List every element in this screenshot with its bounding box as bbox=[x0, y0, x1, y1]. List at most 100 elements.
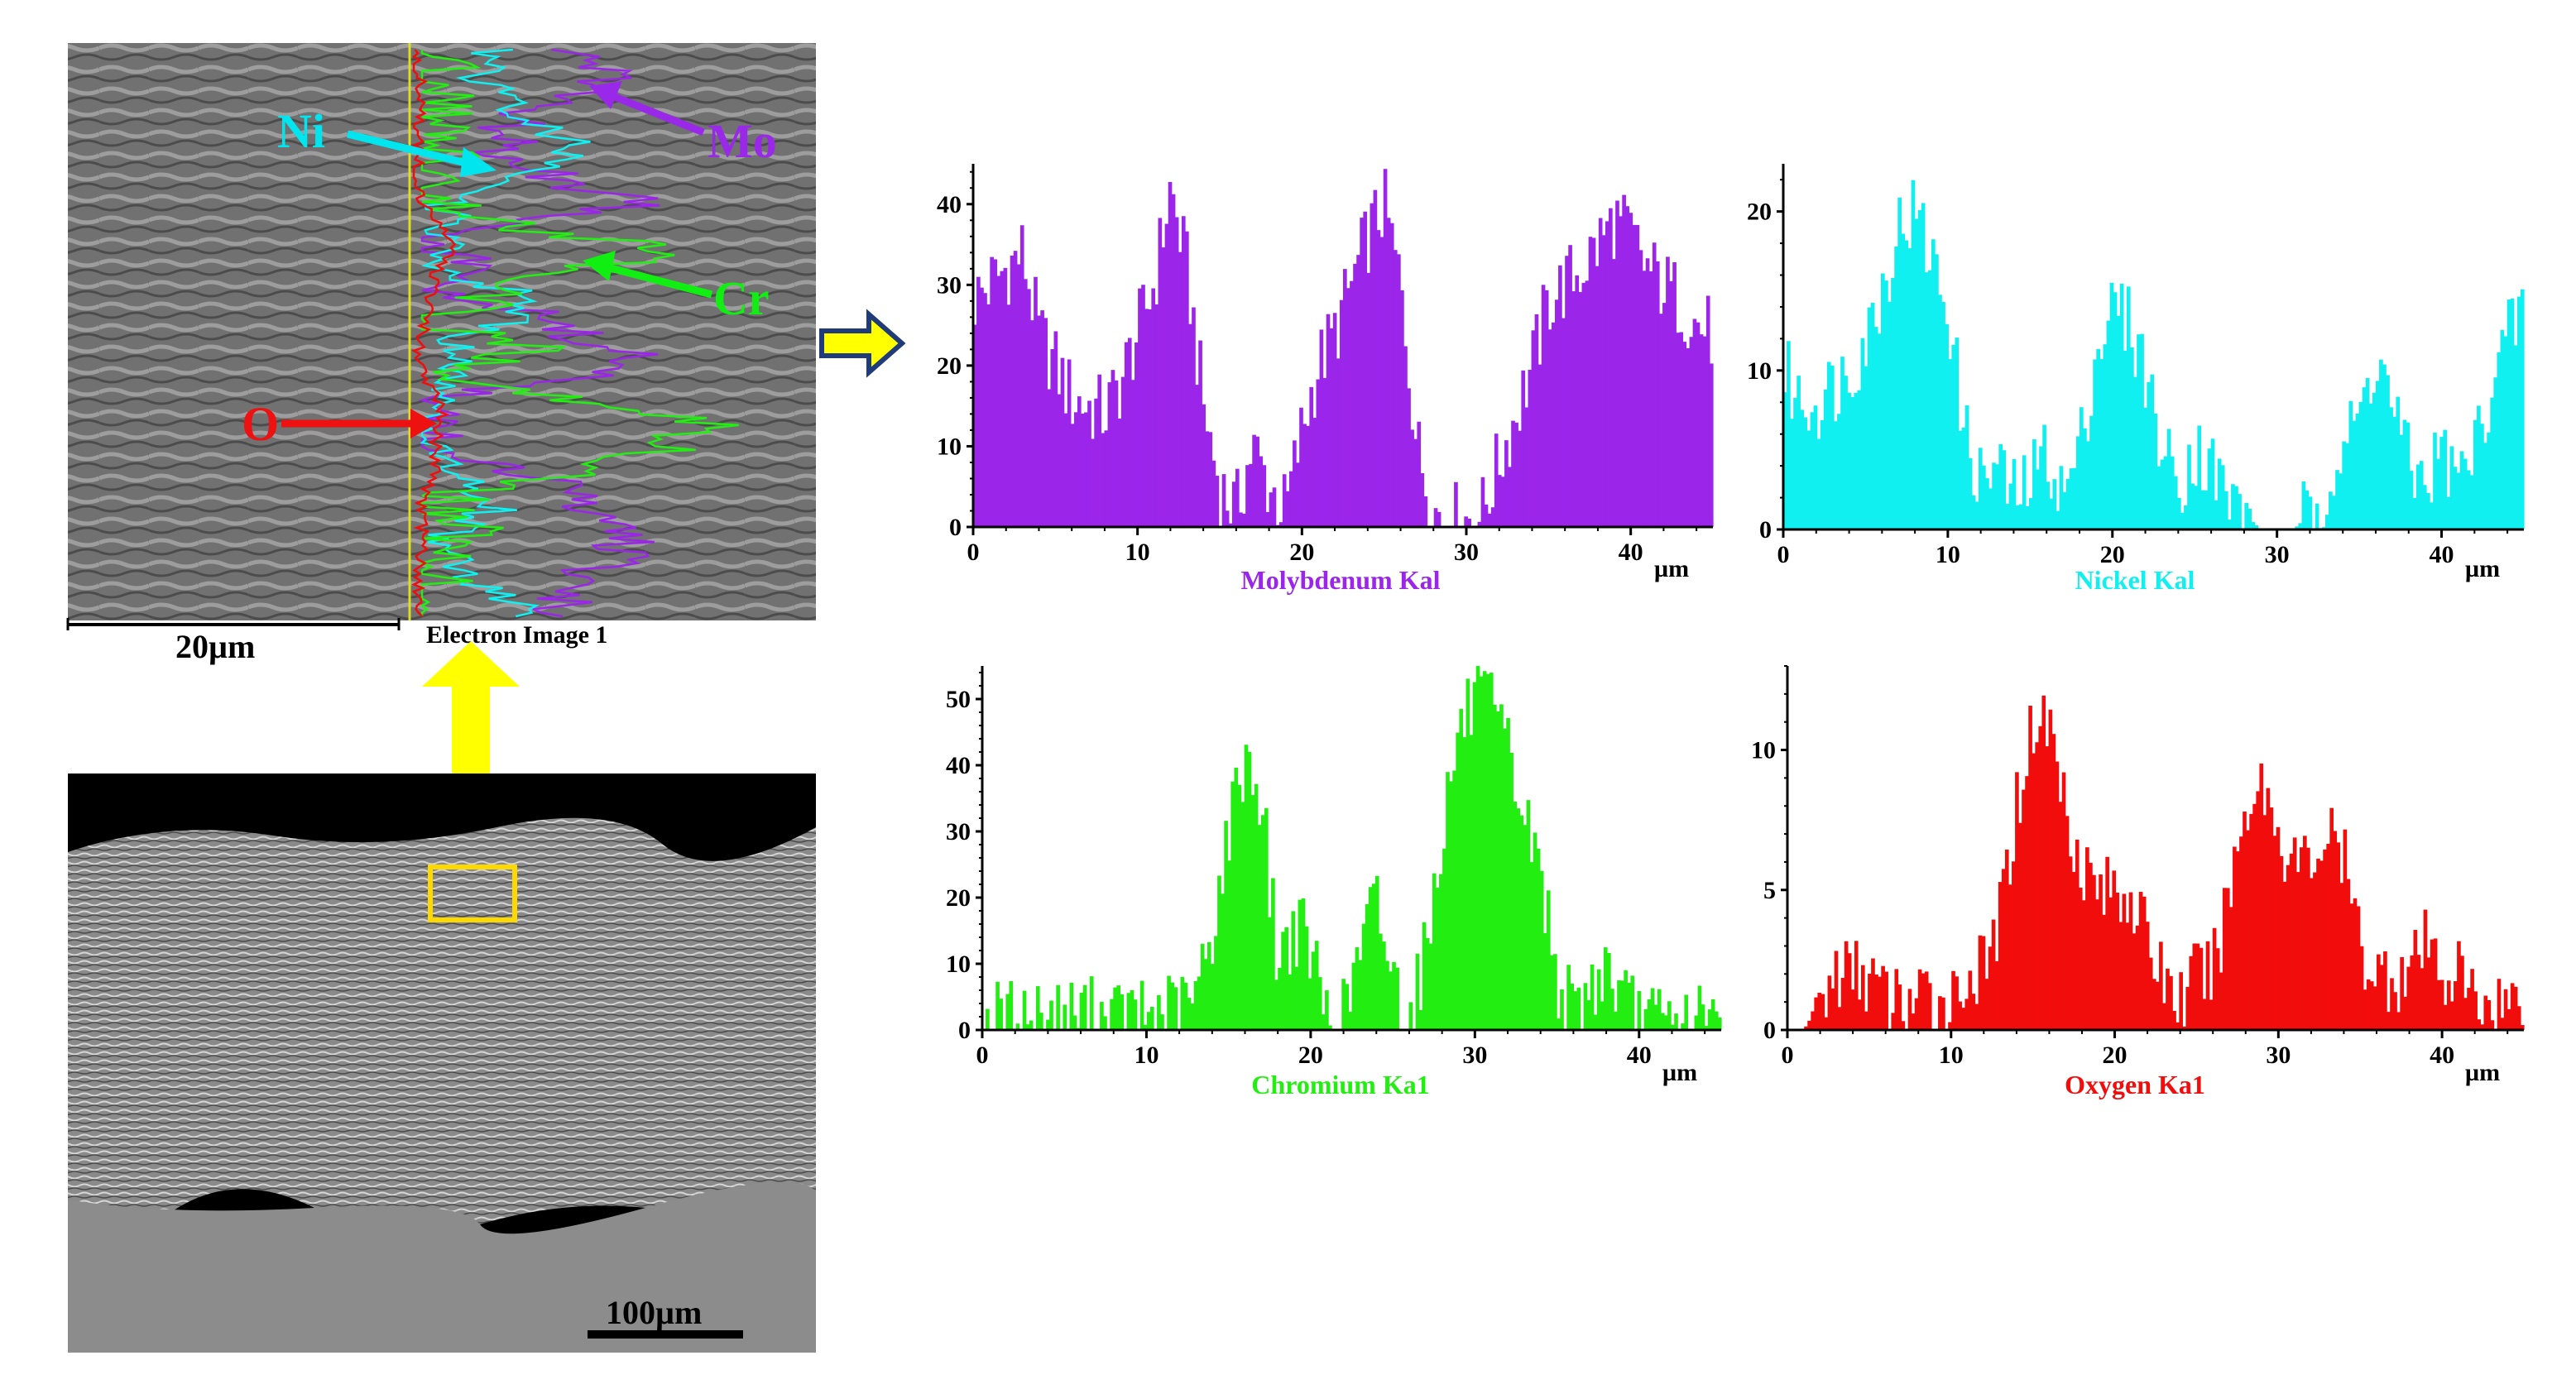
bar bbox=[1104, 430, 1109, 527]
bar bbox=[2345, 443, 2350, 529]
bar bbox=[2500, 329, 2505, 529]
bar bbox=[1938, 295, 1942, 529]
bar bbox=[2415, 464, 2420, 529]
bar bbox=[1585, 280, 1590, 527]
bar bbox=[1010, 256, 1015, 527]
bar bbox=[1560, 989, 1564, 1030]
bar bbox=[2243, 811, 2247, 1030]
bar bbox=[1964, 999, 1969, 1030]
bar bbox=[2041, 695, 2046, 1030]
x-axis-unit: µm bbox=[1654, 555, 1689, 582]
bar bbox=[1662, 303, 1667, 527]
bar bbox=[1116, 985, 1121, 1030]
bar bbox=[1699, 334, 1704, 527]
bar bbox=[1215, 476, 1220, 527]
bar bbox=[1679, 332, 1684, 527]
bar bbox=[1653, 1004, 1658, 1030]
bar bbox=[2387, 1012, 2391, 1030]
bar bbox=[1834, 421, 1838, 529]
bar bbox=[2380, 965, 2384, 1030]
bar bbox=[1533, 832, 1537, 1030]
bar bbox=[1221, 893, 1225, 1030]
bar bbox=[1642, 271, 1647, 527]
bar bbox=[1583, 983, 1588, 1030]
bar bbox=[2052, 479, 2057, 529]
bar bbox=[1857, 390, 1862, 529]
chart-oxygen: 0 5 10 0 10 20 30 40 µm Oxygen Ka1 bbox=[1751, 665, 2525, 1099]
bar bbox=[1830, 366, 1835, 529]
bar bbox=[1167, 975, 1171, 1030]
bar bbox=[1097, 374, 1102, 527]
bar bbox=[1917, 969, 1922, 1030]
bar bbox=[2316, 858, 2320, 1030]
bar bbox=[2113, 292, 2118, 529]
bar bbox=[1811, 1011, 1815, 1030]
bar bbox=[2022, 455, 2027, 529]
bar bbox=[1555, 299, 1559, 527]
bar bbox=[2204, 490, 2209, 529]
bar bbox=[1490, 507, 1495, 527]
bar bbox=[1995, 464, 1999, 529]
bar bbox=[1637, 990, 1642, 1030]
bar bbox=[2393, 992, 2397, 1030]
bar bbox=[1509, 752, 1513, 1030]
bar bbox=[2366, 979, 2371, 1030]
bar bbox=[1681, 1023, 1685, 1030]
bar bbox=[1228, 523, 1233, 527]
bar bbox=[2102, 914, 2106, 1030]
label-cr: Cr bbox=[713, 271, 770, 325]
bar bbox=[983, 293, 987, 527]
bar bbox=[1255, 436, 1260, 527]
bar bbox=[2059, 466, 2064, 529]
bar bbox=[1854, 941, 1859, 1030]
bar bbox=[1133, 999, 1138, 1030]
bar bbox=[1205, 431, 1210, 527]
bar bbox=[1714, 1011, 1719, 1030]
bar bbox=[1433, 508, 1438, 527]
bar bbox=[1288, 974, 1293, 1030]
bar bbox=[1911, 180, 1916, 529]
bar bbox=[1355, 947, 1360, 1030]
bar bbox=[2138, 892, 2143, 1030]
bar bbox=[2082, 900, 2086, 1030]
bar bbox=[1383, 169, 1388, 527]
bar bbox=[1807, 1020, 1811, 1030]
bar bbox=[2356, 906, 2361, 1030]
bar bbox=[2467, 988, 2471, 1030]
bar bbox=[2426, 492, 2430, 529]
x-tick-label: 0 bbox=[976, 1042, 989, 1069]
bar bbox=[1820, 994, 1825, 1030]
bar bbox=[2500, 1018, 2505, 1030]
bar bbox=[1197, 976, 1202, 1030]
bar bbox=[1202, 404, 1206, 527]
bar bbox=[2130, 347, 2134, 529]
bar bbox=[1389, 971, 1393, 1030]
bar bbox=[1992, 462, 1996, 529]
bar bbox=[2295, 872, 2300, 1030]
bar bbox=[2036, 469, 2040, 529]
bar bbox=[1586, 1000, 1591, 1030]
bar bbox=[1195, 385, 1199, 527]
bar bbox=[1146, 1012, 1151, 1030]
bar bbox=[1462, 737, 1467, 1030]
bar bbox=[1249, 463, 1253, 527]
bar bbox=[2092, 874, 2096, 1030]
bar bbox=[1200, 943, 1205, 1030]
bar bbox=[1504, 440, 1509, 527]
bar bbox=[1294, 966, 1299, 1030]
bar bbox=[1692, 319, 1697, 527]
bar bbox=[1671, 1024, 1675, 1030]
bar bbox=[1469, 735, 1474, 1030]
bar bbox=[2423, 909, 2428, 1030]
bar bbox=[1022, 990, 1027, 1030]
bar bbox=[1161, 247, 1166, 527]
bar bbox=[1547, 329, 1552, 527]
bar bbox=[2469, 475, 2474, 529]
bar bbox=[2042, 424, 2046, 529]
bar bbox=[1400, 290, 1404, 527]
y-tick-label: 20 bbox=[1747, 199, 1772, 226]
bar bbox=[1914, 998, 1919, 1030]
bar bbox=[1793, 397, 1797, 529]
arrow-cr bbox=[602, 262, 713, 299]
bar bbox=[1578, 292, 1583, 527]
